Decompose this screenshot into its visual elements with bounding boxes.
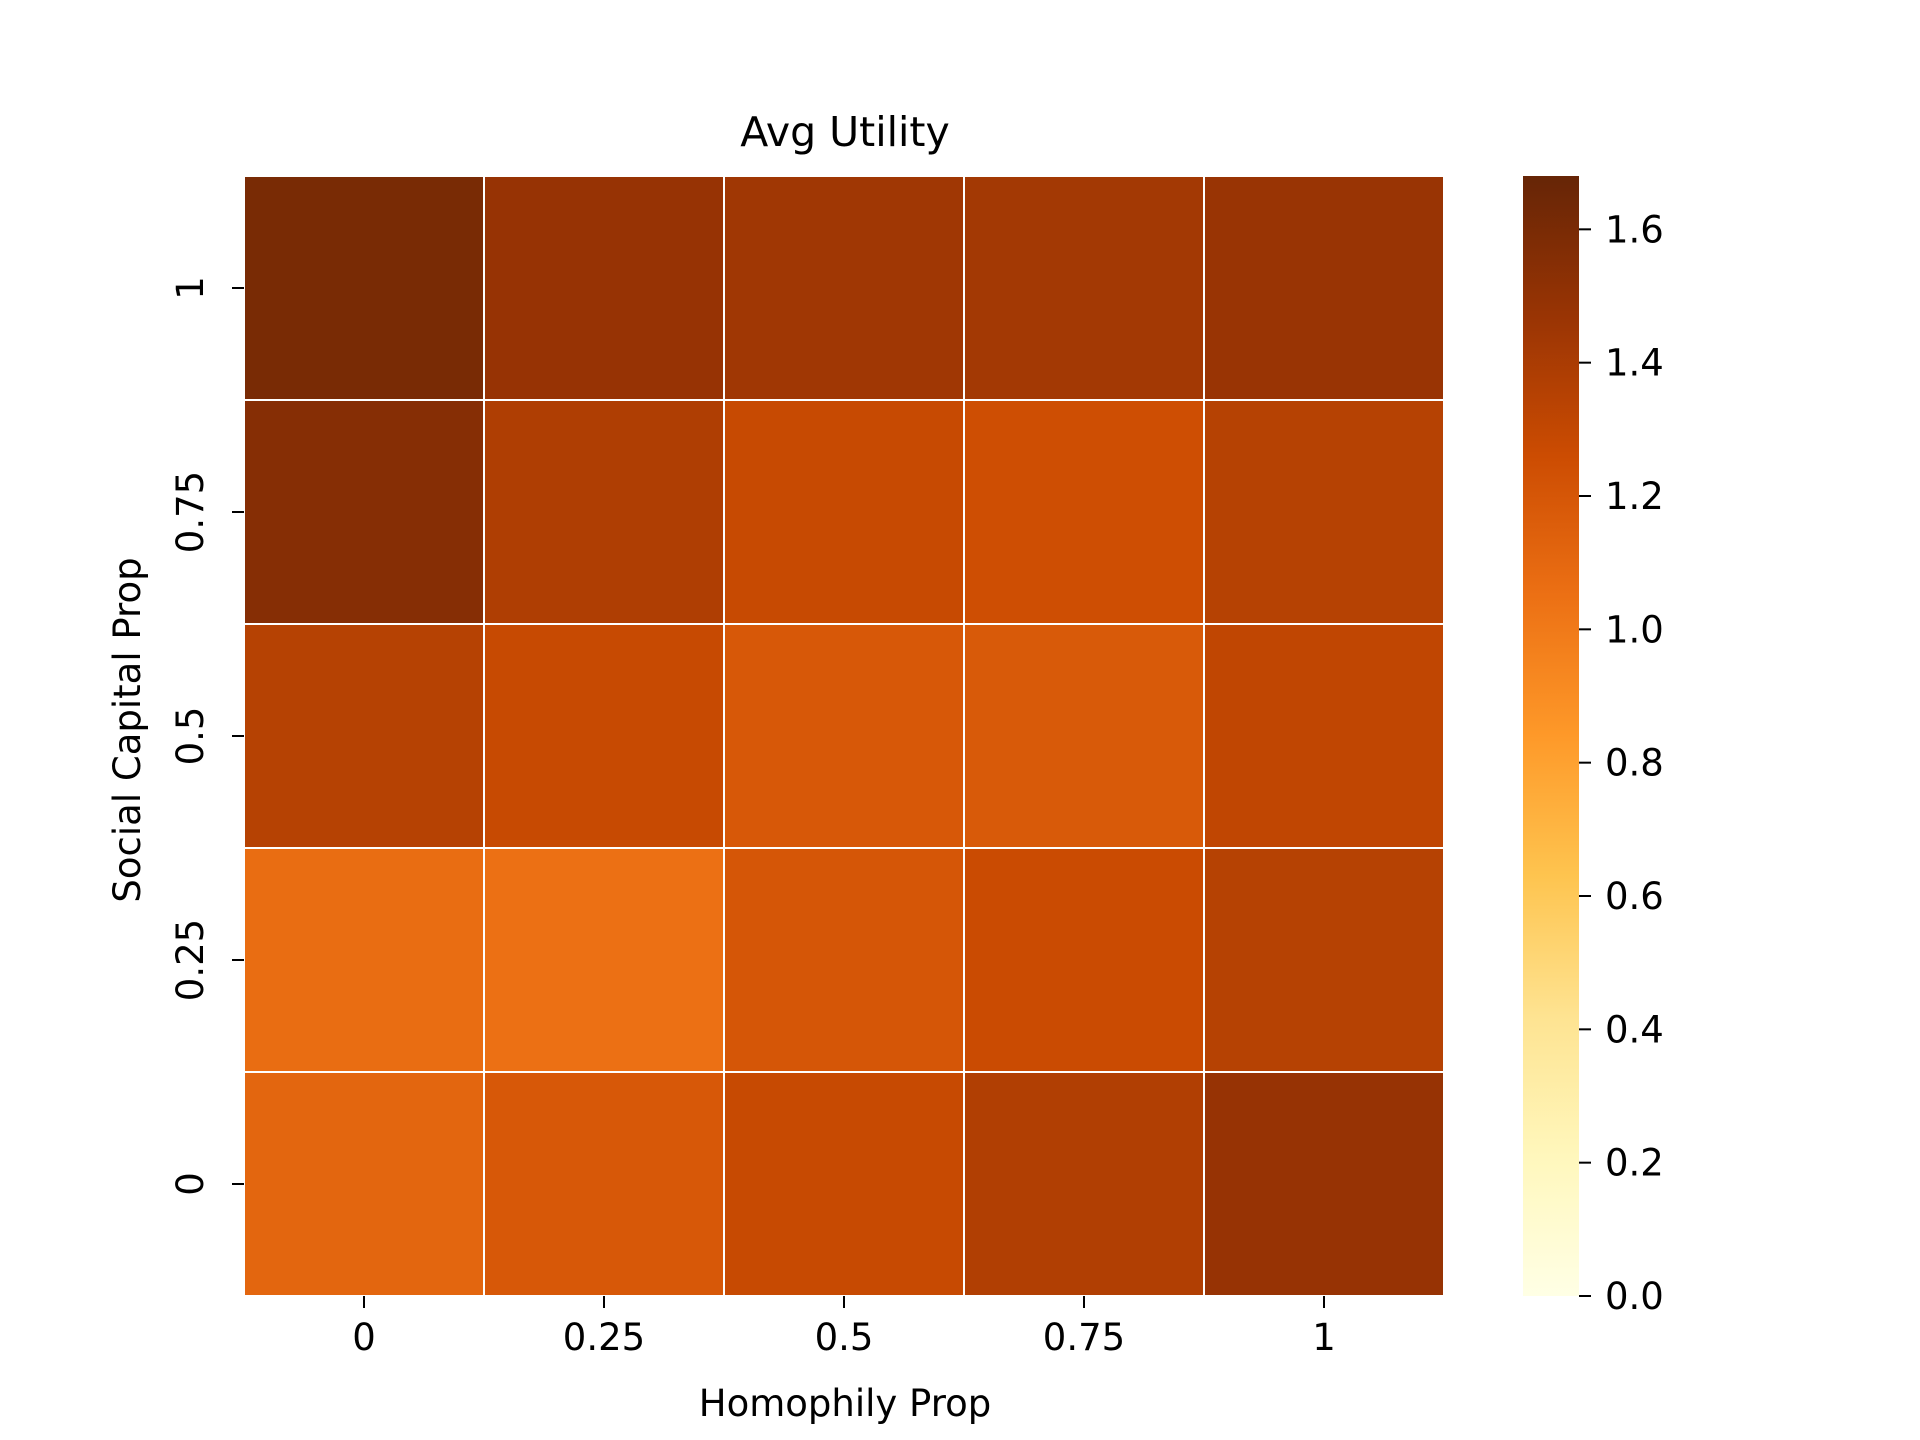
- y-axis-label: Social Capital Prop: [106, 557, 149, 902]
- heatmap-cell: [723, 623, 965, 849]
- x-axis-label: Homophily Prop: [699, 1382, 991, 1425]
- colorbar-tick-label: 0.0: [1605, 1275, 1664, 1318]
- y-axis-ticks: 1 0.75 0.5 0.25 0: [169, 276, 244, 1196]
- x-axis-ticks: 0 0.25 0.5 0.75 1: [352, 1296, 1336, 1359]
- heatmap-cell: [483, 175, 725, 401]
- y-tick-label: 1: [169, 276, 212, 300]
- heatmap-cell: [723, 847, 965, 1073]
- heatmap-cell: [483, 399, 725, 625]
- colorbar: 0.0 0.2 0.4 0.6 0.8 1.0 1.2 1.4 1.6: [1523, 176, 1664, 1318]
- x-tick-label: 0: [352, 1316, 376, 1359]
- colorbar-tick-label: 1.2: [1605, 475, 1664, 518]
- x-tick-label: 0.5: [815, 1316, 874, 1359]
- colorbar-gradient: [1523, 176, 1579, 1296]
- heatmap-cell: [483, 1071, 725, 1297]
- heatmap-cell: [483, 623, 725, 849]
- heatmap-cells: [243, 175, 1445, 1297]
- colorbar-tick-label: 1.4: [1605, 342, 1664, 385]
- x-tick-label: 0.25: [563, 1316, 645, 1359]
- colorbar-tick-label: 0.8: [1605, 742, 1664, 785]
- x-tick-label: 1: [1312, 1316, 1336, 1359]
- y-tick-label: 0.25: [169, 919, 212, 1001]
- y-tick-label: 0: [169, 1172, 212, 1196]
- heatmap-cell: [243, 399, 485, 625]
- colorbar-tick-label: 0.6: [1605, 875, 1664, 918]
- chart-title: Avg Utility: [740, 108, 950, 156]
- heatmap-cell: [483, 847, 725, 1073]
- heatmap-cell: [1203, 399, 1445, 625]
- colorbar-tick-label: 1.6: [1605, 208, 1664, 251]
- heatmap-cell: [1203, 1071, 1445, 1297]
- y-tick-label: 0.5: [169, 707, 212, 766]
- colorbar-tick-label: 0.4: [1605, 1008, 1664, 1051]
- heatmap-cell: [243, 175, 485, 401]
- heatmap-cell: [963, 1071, 1205, 1297]
- colorbar-ticks: 0.0 0.2 0.4 0.6 0.8 1.0 1.2 1.4 1.6: [1579, 208, 1664, 1318]
- colorbar-tick-label: 0.2: [1605, 1142, 1664, 1185]
- heatmap-cell: [243, 847, 485, 1073]
- heatmap-cell: [723, 175, 965, 401]
- heatmap-cell: [963, 847, 1205, 1073]
- heatmap-cell: [243, 1071, 485, 1297]
- heatmap-cell: [1203, 847, 1445, 1073]
- heatmap-cell: [723, 1071, 965, 1297]
- y-tick-label: 0.75: [169, 471, 212, 553]
- heatmap-cell: [1203, 175, 1445, 401]
- heatmap-cell: [963, 399, 1205, 625]
- heatmap-cell: [963, 623, 1205, 849]
- heatmap-cell: [243, 623, 485, 849]
- heatmap-cell: [723, 399, 965, 625]
- heatmap-cell: [963, 175, 1205, 401]
- heatmap-cell: [1203, 623, 1445, 849]
- colorbar-tick-label: 1.0: [1605, 608, 1664, 651]
- x-tick-label: 0.75: [1043, 1316, 1125, 1359]
